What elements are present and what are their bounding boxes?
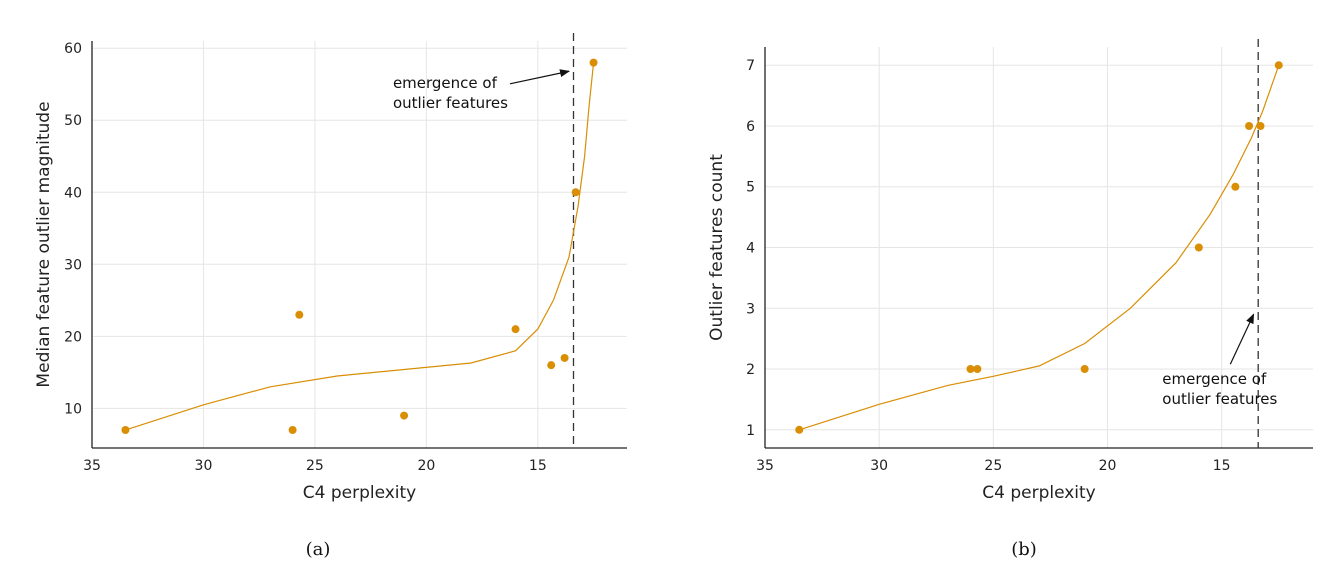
data-point: [1256, 121, 1265, 130]
y-tick-label: 6: [746, 119, 755, 135]
x-tick-label: 30: [870, 458, 888, 474]
x-tick-label: 35: [756, 458, 774, 474]
y-tick-label: 10: [64, 401, 82, 417]
trend-line: [799, 65, 1280, 431]
y-tick-label: 2: [746, 362, 755, 378]
x-tick-label: 20: [1099, 458, 1117, 474]
annotation-arrow: [509, 69, 571, 85]
chart-panel-b: 35 30 25 20 15 1 2 3 4 5 6 7 C4 perplexity Outlier fe…: [707, 39, 1313, 560]
data-point: [973, 365, 982, 374]
data-point: [288, 425, 297, 434]
x-axis-label: C4 perplexity: [982, 483, 1096, 503]
data-point: [1274, 61, 1283, 70]
data-point: [1231, 182, 1240, 191]
x-axis-label: C4 perplexity: [303, 483, 417, 503]
annotation-line: emergence of: [393, 74, 498, 92]
y-axis-label: Median feature outlier magnitude: [34, 101, 54, 387]
data-point: [966, 365, 975, 374]
data-point: [571, 188, 580, 197]
y-tick-label: 4: [746, 241, 755, 257]
data-point: [547, 361, 556, 370]
y-tick-label: 5: [746, 180, 755, 196]
data-point: [295, 310, 304, 319]
x-tick-label: 25: [306, 458, 324, 474]
panel-caption: (a): [306, 539, 331, 560]
data-point: [121, 425, 130, 434]
annotation-line: outlier features: [1162, 390, 1277, 408]
trend-line: [125, 62, 595, 431]
y-tick-label: 3: [746, 301, 755, 317]
x-tick-label: 25: [984, 458, 1002, 474]
data-point: [1245, 121, 1254, 130]
data-point: [589, 58, 598, 67]
data-point: [560, 353, 569, 362]
y-tick-label: 60: [64, 41, 82, 57]
annotation-line: emergence of: [1162, 370, 1267, 388]
annotation-line: outlier features: [393, 94, 508, 112]
data-point: [511, 325, 520, 334]
y-tick-label: 1: [746, 423, 755, 439]
annotation-text: emergence of outlier features: [393, 74, 508, 112]
data-point: [1080, 365, 1089, 374]
x-tick-label: 20: [417, 458, 435, 474]
annotation-text: emergence of outlier features: [1162, 370, 1277, 408]
chart-panel-a: 35 30 25 20 15 10 20 30 40 50 60 C4 perplexity Media…: [34, 33, 627, 560]
y-tick-label: 30: [64, 257, 82, 273]
x-tick-label: 30: [195, 458, 213, 474]
y-tick-label: 7: [746, 58, 755, 74]
x-tick-label: 15: [1213, 458, 1231, 474]
panel-caption: (b): [1011, 539, 1037, 560]
y-tick-label: 20: [64, 329, 82, 345]
y-axis-label: Outlier features count: [707, 154, 727, 341]
annotation-arrow: [1229, 313, 1255, 365]
y-tick-label: 50: [64, 113, 82, 129]
x-tick-label: 35: [83, 458, 101, 474]
y-tick-label: 40: [64, 185, 82, 201]
x-tick-label: 15: [529, 458, 547, 474]
data-point: [400, 411, 409, 420]
data-point: [1194, 243, 1203, 252]
data-point: [795, 425, 804, 434]
